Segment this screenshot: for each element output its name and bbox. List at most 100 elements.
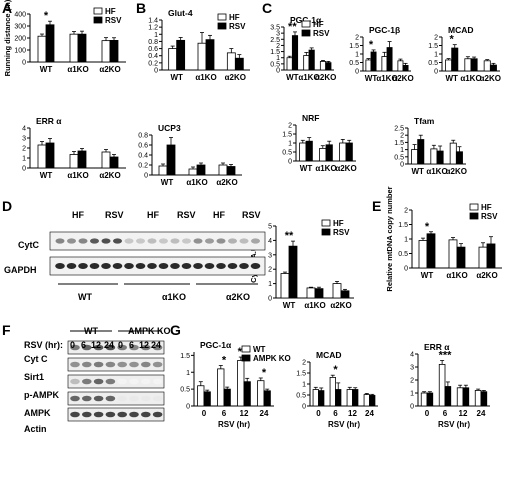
- y-tick-label: 1: [276, 55, 280, 62]
- bar: [464, 58, 472, 72]
- y-tick-label: 300: [14, 24, 26, 31]
- blot-d-gapdh-band: [216, 263, 226, 269]
- panel-label-a: A: [2, 0, 13, 16]
- y-tick-label: 0: [288, 159, 292, 166]
- bar: [489, 64, 497, 72]
- chart-title: ERR α: [36, 116, 62, 126]
- category-label: WT: [286, 73, 299, 82]
- blot-f-band: [152, 411, 163, 418]
- y-tick-label: 3.5: [270, 25, 280, 32]
- bar: [226, 166, 236, 176]
- legend-label: RSV: [229, 22, 246, 31]
- bar: [168, 48, 178, 71]
- chart-b-glut4: 00.20.40.60.811.21.4 Glut-4 WT α1KO α2KO HFRS…: [148, 8, 250, 82]
- legend-label: RSV: [481, 212, 498, 221]
- bar: [158, 165, 168, 176]
- chart-g-mcad: 0 0.5 1 1.5 2 MCAD 0 6 12 24 RSV (hr) *: [296, 350, 378, 429]
- category-label: 0: [425, 409, 430, 418]
- blot-f-band: [70, 361, 80, 368]
- significance-star: ***: [439, 350, 453, 362]
- significance-star: *: [369, 39, 374, 51]
- y-tick-label: 0.5: [180, 387, 190, 394]
- y-tick-label: 0: [22, 166, 26, 173]
- category-label: α2KO: [99, 171, 120, 180]
- blot-d-gapdh-band: [170, 263, 180, 269]
- category-label: 12: [240, 409, 249, 418]
- y-tick-label: 1: [268, 281, 272, 288]
- bar: [420, 392, 428, 407]
- category-label: 24: [477, 409, 486, 418]
- blot-f-band: [82, 361, 92, 368]
- blot-d-cytc-band: [101, 238, 111, 244]
- blot-d-gapdh-band: [158, 263, 169, 269]
- y-tick-label: 1: [355, 52, 359, 59]
- bar: [451, 47, 459, 72]
- blot-f-band: [105, 411, 116, 418]
- significance-star: *: [44, 10, 49, 22]
- panel-label-c: C: [262, 0, 273, 16]
- blot-f-band: [93, 361, 104, 368]
- y-tick-label: 2: [434, 35, 438, 42]
- chart-title: ERR α: [424, 342, 450, 352]
- blot-f-band: [82, 411, 92, 418]
- y-tick-label: 3: [22, 136, 26, 143]
- blot-d-gapdh-band: [227, 263, 238, 269]
- blot-f-band: [117, 378, 127, 385]
- y-tick-label: 0: [268, 296, 272, 303]
- y-tick-label: 0.5: [349, 60, 359, 67]
- bar: [318, 390, 325, 407]
- y-tick-label: 2: [302, 360, 306, 367]
- category-label: WT: [445, 74, 458, 83]
- y-tick-label: 1: [410, 391, 414, 398]
- blot-d-gapdh-band: [181, 263, 192, 269]
- y-tick-label: 2: [22, 146, 26, 153]
- y-tick-label: 2: [288, 123, 292, 130]
- bar: [335, 389, 342, 407]
- bar: [430, 148, 438, 165]
- y-tick-label: 1.2: [148, 25, 158, 32]
- bar: [449, 142, 457, 165]
- bar: [319, 61, 327, 71]
- y-tick-label: 0: [400, 162, 404, 169]
- significance-star: *: [333, 364, 338, 376]
- legend-label: RSV: [105, 16, 122, 25]
- blot-d-gapdh-band: [193, 263, 203, 269]
- bar: [411, 149, 419, 165]
- bar: [45, 24, 55, 63]
- blot-f-band: [93, 411, 104, 418]
- chart-c-ucp3: 0 0.2 0.4 0.6 0.8 UCP3 WT α1KO α2KO: [138, 123, 242, 187]
- blot-f-row-pampk: p-AMPK: [24, 390, 59, 400]
- blot-f-band: [70, 378, 80, 385]
- blot-f-band: [70, 411, 80, 418]
- blot-d-gapdh-band: [239, 263, 249, 269]
- blot-f-band: [152, 361, 163, 368]
- y-axis-label: Running distance (m): [3, 0, 12, 76]
- blot-d-cytc-band: [170, 238, 180, 244]
- y-tick-label: 1: [22, 156, 26, 163]
- blot-f-bands: [67, 330, 165, 422]
- legend-label: AMPK KO: [253, 354, 291, 363]
- category-label: α1KO: [304, 301, 325, 310]
- chart-title: MCAD: [448, 25, 474, 35]
- blot-f-band: [141, 378, 151, 385]
- blot-d-gapdh-band: [147, 263, 157, 269]
- chart-title: MCAD: [316, 350, 342, 360]
- blot-d-gapdh-band: [101, 263, 111, 269]
- bar: [365, 59, 372, 72]
- blot-f-band: [93, 395, 104, 402]
- blot-f-band: [117, 395, 127, 402]
- blot-f-band: [82, 395, 92, 402]
- bar: [306, 287, 316, 299]
- y-tick-label: 100: [14, 48, 26, 55]
- y-tick-label: 1: [154, 32, 158, 39]
- significance-star: *: [262, 367, 267, 379]
- y-tick-label: 1: [186, 370, 190, 377]
- x-axis-label: RSV (hr): [218, 420, 250, 429]
- bar: [470, 58, 478, 72]
- blot-f-tp-8: 24: [151, 340, 162, 350]
- blot-d-bands: [49, 231, 266, 285]
- blot-f-band: [129, 411, 139, 418]
